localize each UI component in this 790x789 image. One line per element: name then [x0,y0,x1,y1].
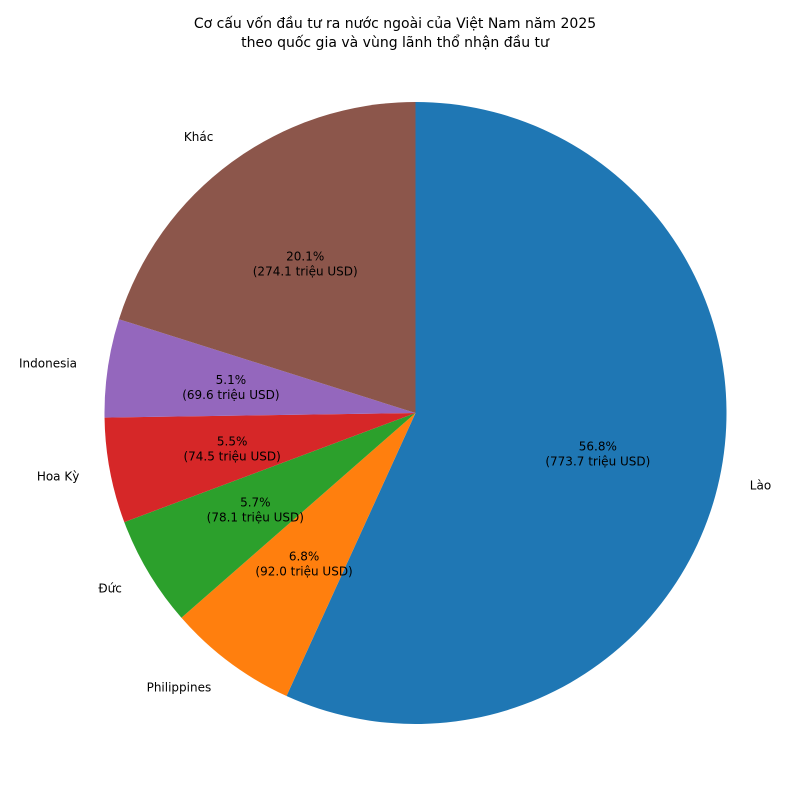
slice-value-2: (78.1 triệu USD) [207,511,304,525]
chart-title: Cơ cấu vốn đầu tư ra nước ngoài của Việt… [193,16,597,32]
slice-label-1: Philippines [147,680,212,694]
slice-label-5: Khác [184,130,213,144]
slice-value-3: (74.5 triệu USD) [183,450,280,464]
slice-percent-4: 5.1% [216,373,247,387]
pie-slices [104,102,727,724]
slice-percent-3: 5.5% [217,435,248,449]
slice-value-1: (92.0 triệu USD) [255,565,352,579]
slice-value-4: (69.6 triệu USD) [182,388,279,402]
slice-percent-5: 20.1% [286,249,324,263]
slice-percent-1: 6.8% [289,550,320,564]
pie-labels: Lào 56.8%(773.7 triệu USD) Philippines 6.8%… [19,130,771,694]
slice-percent-0: 56.8% [579,440,617,454]
pie-slice-0 [286,102,727,724]
slice-percent-2: 5.7% [240,496,271,510]
slice-value-0: (773.7 triệu USD) [545,455,650,469]
pie-slice-5 [118,102,416,413]
slice-label-0: Lào [750,479,771,493]
slice-value-5: (274.1 triệu USD) [253,264,358,278]
pie-slice-4 [104,319,416,418]
slice-label-2: Đức [98,581,122,595]
chart-subtitle: theo quốc gia và vùng lãnh thổ nhận đầu … [241,35,549,51]
slice-label-4: Indonesia [19,356,77,370]
pie-slice-3 [104,413,416,523]
pie-slice-1 [181,413,416,696]
slice-label-3: Hoa Kỳ [37,469,80,483]
pie-slice-2 [124,413,416,618]
